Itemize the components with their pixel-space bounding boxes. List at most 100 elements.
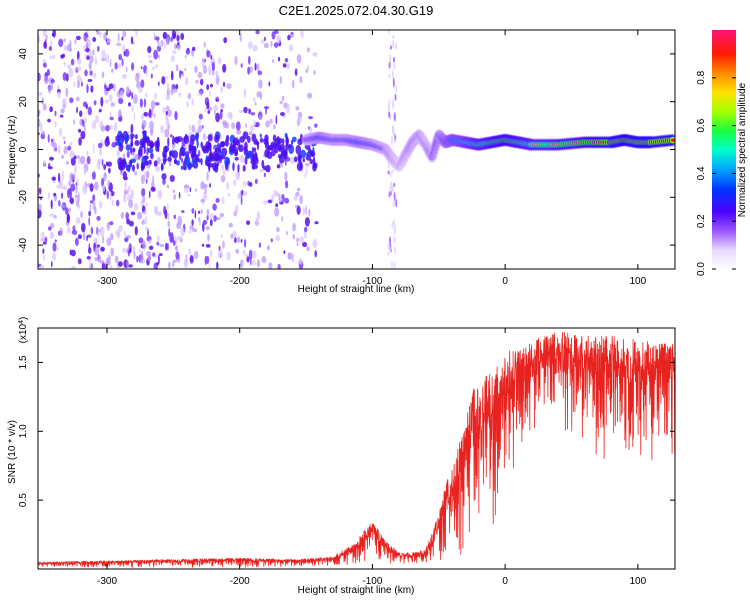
noise-blob — [387, 30, 390, 35]
noise-blob — [206, 101, 210, 110]
noise-blob — [389, 171, 392, 178]
noise-blob — [92, 194, 96, 202]
noise-blob — [274, 143, 279, 154]
noise-blob — [393, 191, 396, 201]
noise-blob — [153, 32, 156, 41]
noise-blob — [149, 60, 153, 64]
noise-blob — [395, 41, 397, 50]
noise-blob — [268, 262, 273, 269]
x-tick-label: -300 — [97, 576, 117, 587]
noise-blob — [304, 172, 307, 179]
noise-blob — [257, 63, 260, 73]
noise-blob — [391, 169, 394, 174]
noise-blob — [47, 118, 51, 123]
noise-blob — [130, 189, 134, 200]
noise-blob — [121, 36, 124, 41]
noise-blob — [57, 84, 60, 90]
noise-blob — [148, 55, 152, 58]
noise-blob — [312, 162, 318, 169]
noise-blob — [307, 47, 310, 53]
snr-panel: -300 -200 -100 0 100 0.5 1.0 1.5 Height of str… — [7, 317, 676, 596]
noise-blob — [67, 64, 72, 70]
noise-blob — [101, 49, 106, 59]
noise-blob — [71, 265, 76, 269]
noise-blob — [165, 36, 170, 46]
noise-blob — [242, 131, 249, 140]
noise-blob — [122, 247, 126, 253]
noise-blob — [192, 228, 198, 233]
noise-blob — [122, 30, 127, 38]
noise-blob — [153, 113, 156, 118]
noise-blob — [120, 133, 124, 138]
noise-blob — [287, 252, 293, 261]
noise-blob — [226, 83, 232, 89]
noise-blob — [61, 170, 64, 181]
noise-blob — [38, 92, 43, 96]
noise-blob — [75, 217, 81, 224]
noise-blob — [224, 156, 230, 167]
colorbar-gradient — [712, 30, 736, 269]
noise-blob — [389, 185, 392, 194]
noise-blob — [174, 136, 180, 144]
noise-blob — [254, 178, 258, 184]
snr-plot-area — [38, 328, 675, 569]
noise-blob — [98, 200, 103, 209]
noise-blob — [222, 122, 228, 129]
noise-blob — [109, 111, 112, 118]
noise-blob — [284, 171, 288, 181]
noise-blob — [197, 91, 200, 96]
noise-blob — [162, 107, 167, 114]
noise-blob — [268, 81, 271, 87]
noise-blob — [257, 70, 263, 76]
noise-blob — [306, 246, 310, 252]
noise-blob — [180, 165, 183, 170]
noise-blob — [118, 97, 124, 105]
noise-blob — [39, 265, 45, 269]
noise-blob — [387, 170, 390, 175]
noise-blob — [113, 83, 116, 92]
noise-blob — [141, 188, 146, 197]
noise-blob — [255, 30, 260, 35]
noise-blob — [91, 171, 96, 180]
noise-blob — [156, 211, 162, 217]
noise-blob — [174, 158, 178, 164]
noise-blob — [149, 120, 154, 131]
colorbar-tick-label: 0.2 — [696, 214, 707, 228]
noise-blob — [389, 53, 392, 63]
noise-blob — [147, 147, 154, 153]
noise-blob — [191, 159, 198, 165]
noise-blob — [215, 70, 219, 80]
noise-blob — [83, 35, 86, 40]
noise-blob — [296, 205, 301, 215]
noise-blob — [128, 199, 134, 208]
noise-blob — [49, 55, 53, 60]
noise-blob — [90, 85, 94, 93]
noise-blob — [219, 155, 226, 160]
noise-blob — [392, 200, 395, 208]
noise-blob — [54, 120, 57, 128]
noise-blob — [244, 156, 248, 165]
noise-blob — [167, 203, 169, 211]
noise-blob — [263, 172, 266, 178]
noise-blob — [300, 30, 304, 39]
snr-y-axis-label: SNR (10 * v/v) — [7, 420, 18, 484]
noise-blob — [296, 242, 299, 246]
noise-blob — [38, 203, 42, 211]
noise-blob — [213, 151, 216, 160]
noise-blob — [391, 98, 394, 106]
noise-blob — [86, 150, 89, 157]
noise-blob — [260, 39, 265, 44]
noise-blob — [105, 87, 111, 92]
noise-blob — [228, 222, 233, 228]
noise-blob — [80, 130, 86, 140]
noise-blob — [68, 67, 74, 78]
noise-blob — [267, 199, 273, 204]
noise-blob — [295, 144, 302, 155]
noise-blob — [152, 252, 156, 257]
noise-blob — [248, 108, 251, 115]
noise-blob — [312, 239, 318, 249]
noise-blob — [148, 239, 152, 244]
noise-blob — [222, 169, 226, 176]
noise-blob — [153, 49, 159, 60]
noise-blob — [122, 158, 127, 166]
